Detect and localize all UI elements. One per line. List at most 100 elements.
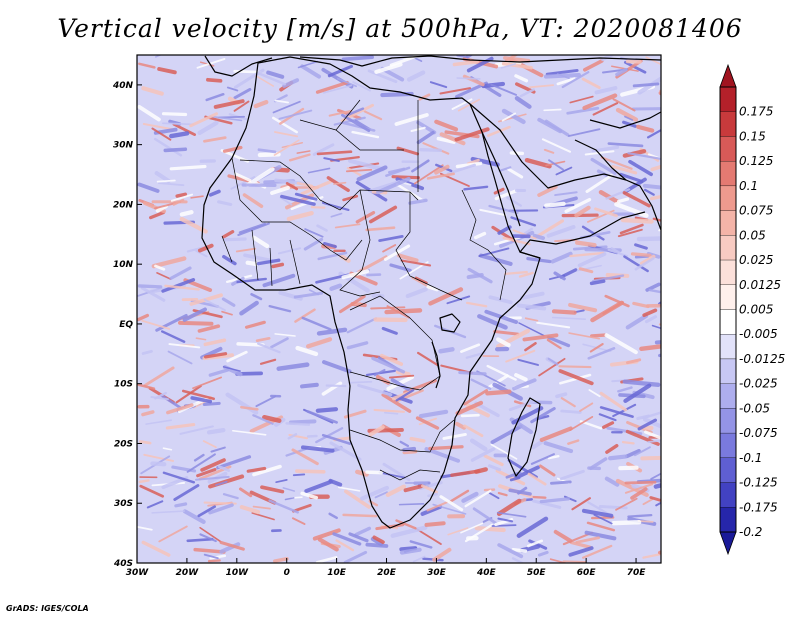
field-streak <box>569 416 594 431</box>
field-streak <box>307 167 331 174</box>
field-streak <box>375 523 405 531</box>
field-streak <box>381 393 412 413</box>
field-streak <box>619 172 644 184</box>
field-streak <box>334 223 361 229</box>
borders <box>221 99 507 481</box>
field-streak <box>285 422 311 426</box>
field-streak <box>454 127 490 142</box>
field-streak <box>546 338 562 350</box>
field-streak <box>550 480 572 485</box>
field-streak <box>217 200 233 207</box>
colorbar-swatch <box>719 210 737 236</box>
field-streak <box>478 247 510 257</box>
field-streak <box>625 358 642 365</box>
field-streak <box>581 77 601 90</box>
field-streak <box>632 82 660 88</box>
field-streak <box>416 130 435 145</box>
field-streak <box>424 521 446 527</box>
field-streak <box>526 539 544 548</box>
field-streak <box>383 411 399 415</box>
field-streak <box>203 298 226 312</box>
field-streak <box>612 98 636 112</box>
field-streak <box>301 316 332 331</box>
colorbar-swatch <box>719 309 737 335</box>
field-streak <box>242 193 264 209</box>
colorbar: 0.175 0.15 0.125 0.1 0.075 0.05 0.025 0.0125 0.0… <box>719 63 785 556</box>
field-streak <box>569 95 594 104</box>
field-streak <box>630 252 652 257</box>
field-streak <box>650 164 661 172</box>
field-streak <box>348 380 373 384</box>
field-streak <box>419 148 443 153</box>
field-streak <box>501 112 517 122</box>
field-streak <box>561 71 590 89</box>
lon-tick-label: 0 <box>284 568 290 578</box>
field-streak <box>409 540 433 549</box>
field-streak <box>356 165 388 182</box>
field-streak <box>280 194 316 206</box>
field-streak <box>511 547 528 553</box>
colorbar-label: 0.0125 <box>739 278 781 292</box>
field-streak <box>274 99 289 104</box>
colorbar-swatch <box>719 432 737 458</box>
field-streak <box>451 98 473 110</box>
field-streak <box>206 77 223 83</box>
field-streak <box>512 378 537 391</box>
field-streak <box>625 313 649 330</box>
field-streak <box>532 233 546 241</box>
field-streak <box>182 307 207 322</box>
field-streak <box>342 513 378 518</box>
field-streak <box>409 436 426 443</box>
field-streak <box>636 414 651 421</box>
colorbar-swatch <box>719 507 737 533</box>
field-streak <box>463 389 489 406</box>
field-streak <box>395 389 415 402</box>
field-streak <box>545 69 579 76</box>
field-streak <box>222 145 243 153</box>
field-streak <box>137 383 156 390</box>
field-streak <box>222 366 241 372</box>
field-streak <box>174 502 188 508</box>
field-streak <box>645 282 661 292</box>
field-streak <box>162 122 195 126</box>
field-streak <box>304 228 324 238</box>
field-streak <box>266 70 285 79</box>
field-streak <box>158 525 188 543</box>
field-streak <box>449 489 470 503</box>
field-streak <box>333 116 366 126</box>
field-streak <box>341 113 371 133</box>
field-streak <box>472 507 501 527</box>
field-streak <box>203 352 228 359</box>
field-streak <box>402 449 418 455</box>
field-streak <box>524 317 539 322</box>
field-streak <box>251 512 275 521</box>
field-streak <box>272 116 298 134</box>
field-streak <box>342 194 359 202</box>
colorbar-swatch <box>719 161 737 187</box>
field-streak <box>186 537 214 543</box>
field-streak <box>155 55 163 58</box>
map-frame <box>136 54 662 564</box>
field-streak <box>182 509 206 524</box>
field-streak <box>256 258 281 266</box>
field-streak <box>330 212 343 218</box>
field-streak <box>222 493 239 500</box>
field-streak <box>658 228 661 232</box>
field-streak <box>611 164 638 175</box>
field-streak <box>175 384 202 404</box>
lon-tick-label: 10E <box>327 568 347 578</box>
field-streak <box>497 517 514 523</box>
field-streak <box>286 210 314 222</box>
lon-tick-label: 70E <box>627 568 647 578</box>
field-streak <box>203 136 227 143</box>
field-streak <box>621 440 635 445</box>
field-streak <box>300 179 333 196</box>
field-streak <box>226 350 248 363</box>
field-streak <box>316 327 348 336</box>
africa-coastline <box>201 56 541 529</box>
field-streak <box>199 526 222 543</box>
field-streak <box>485 389 512 396</box>
field-streak <box>203 501 237 505</box>
field-streak <box>292 503 312 513</box>
field-streak <box>345 168 373 173</box>
